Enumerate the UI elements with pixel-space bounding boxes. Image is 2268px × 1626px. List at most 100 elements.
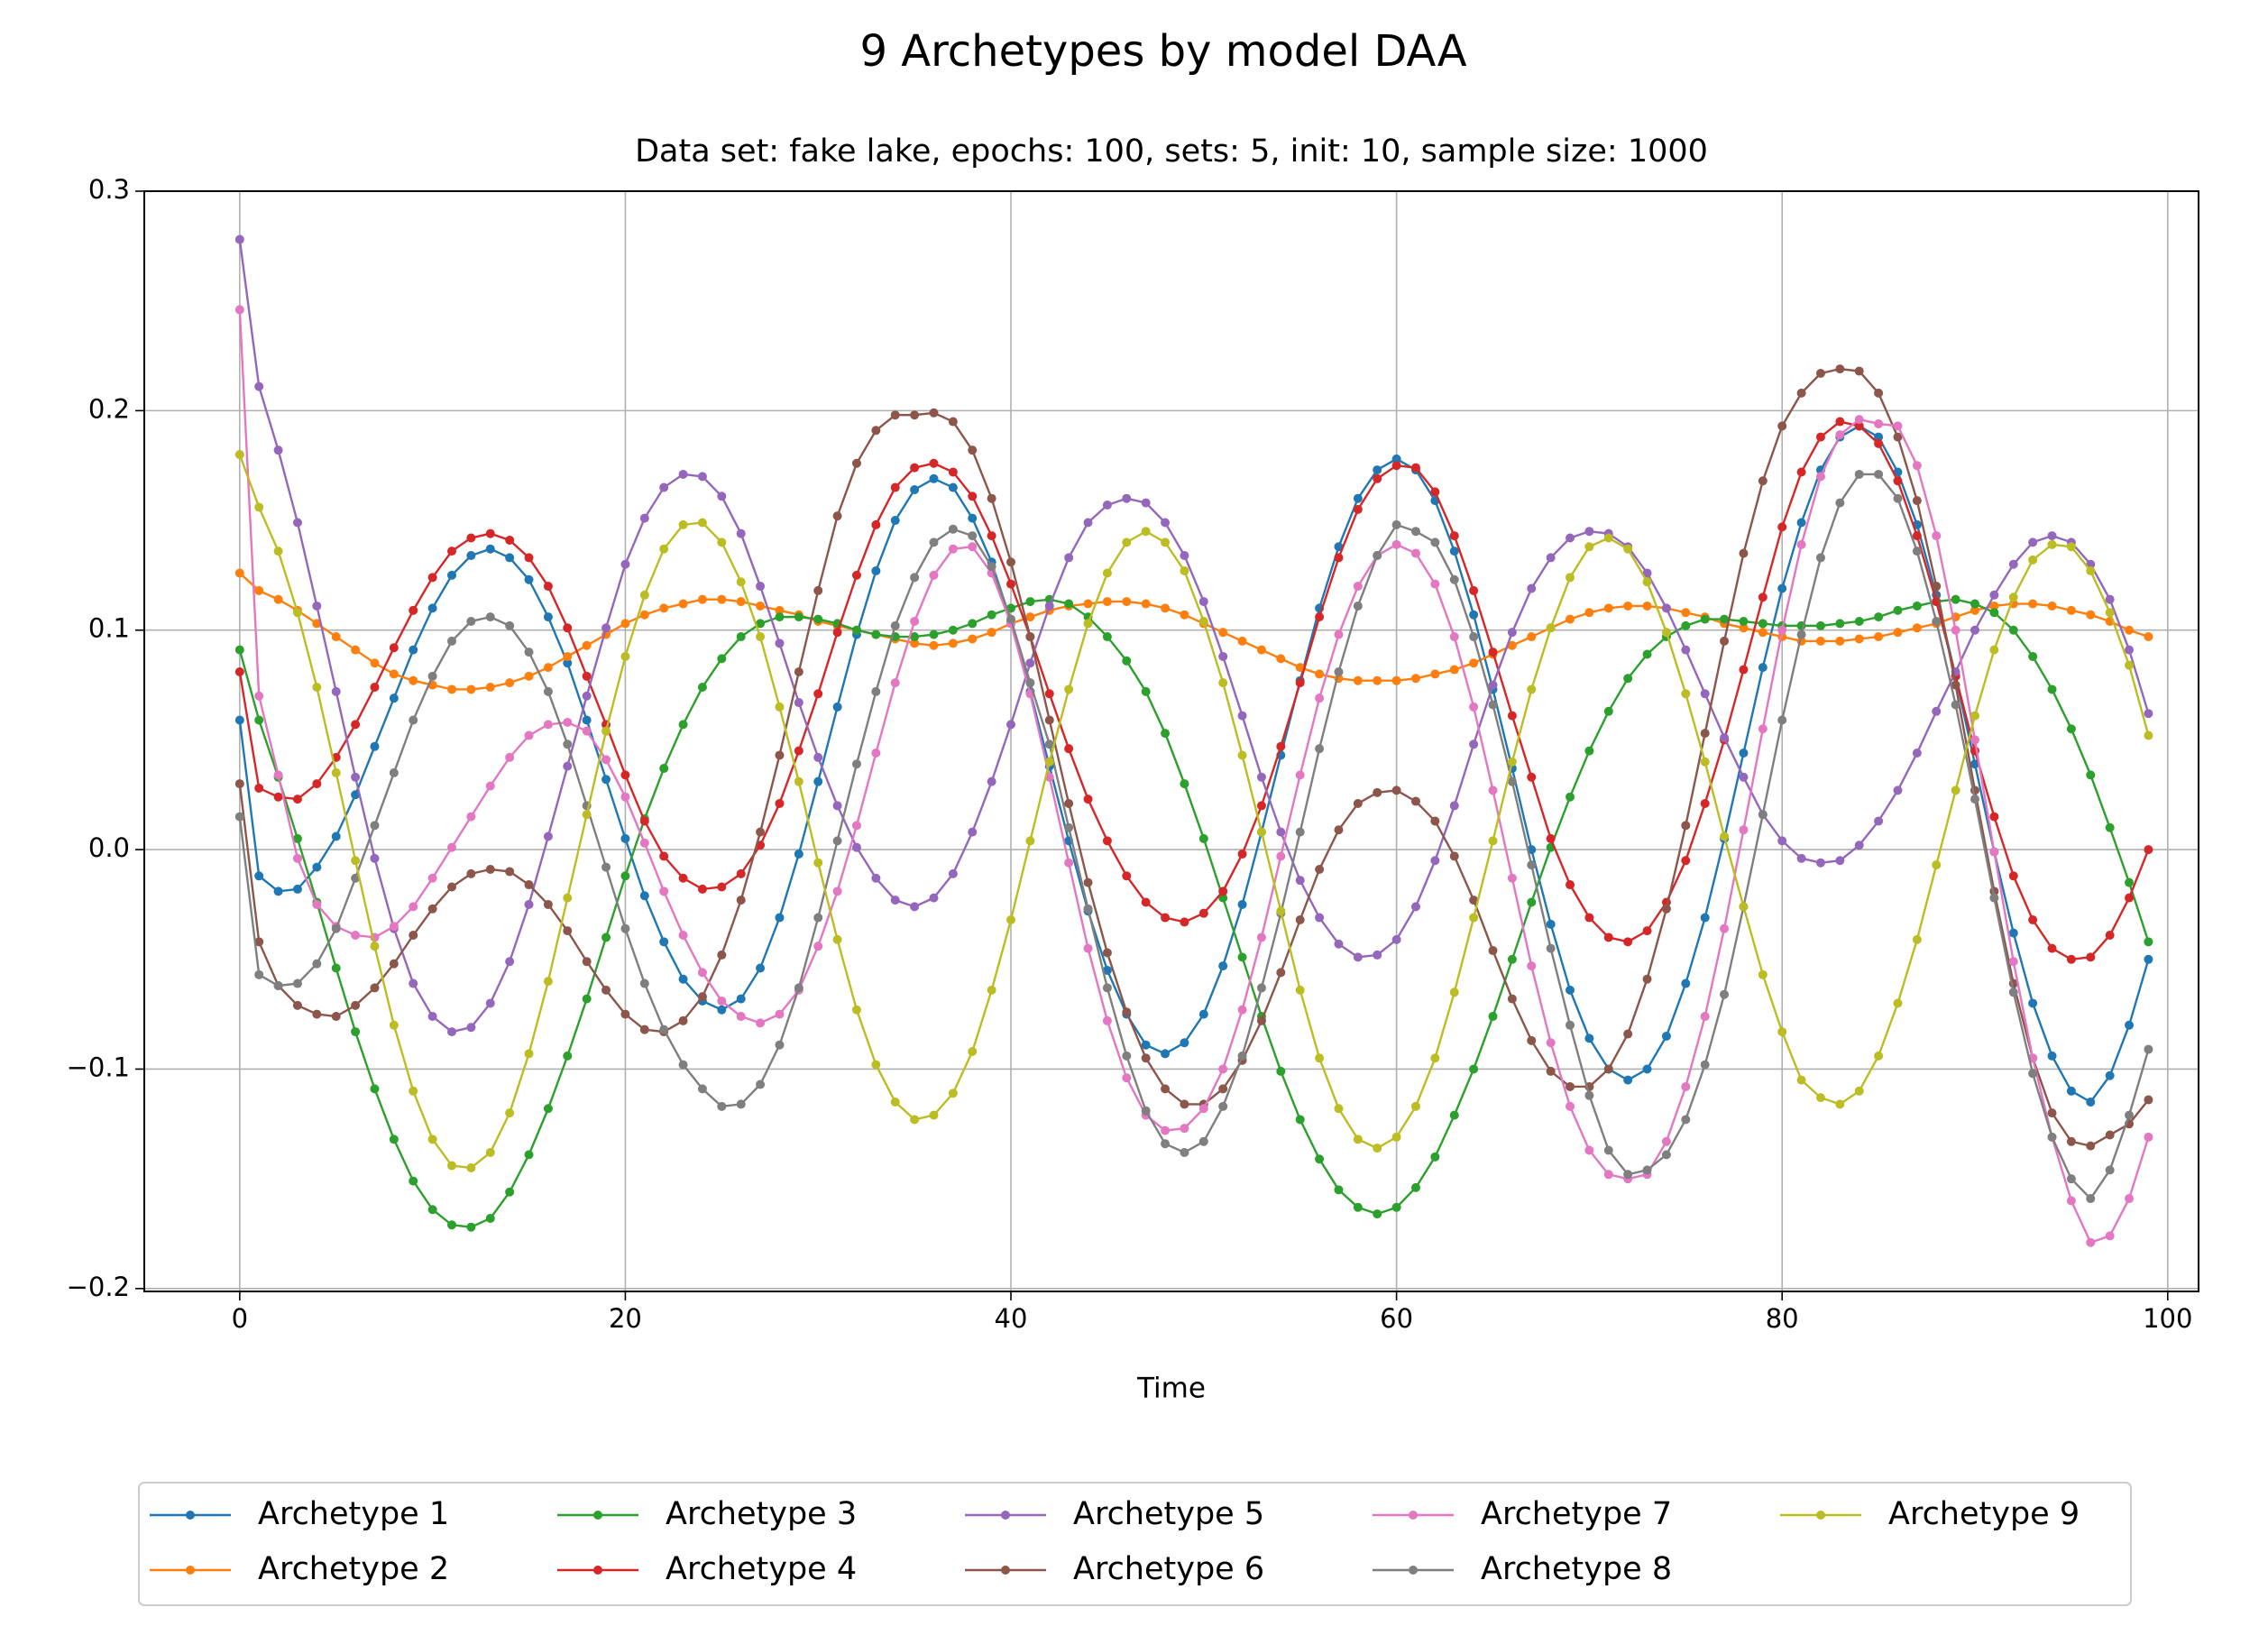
x-tick-label: 20 [609,1303,642,1334]
data-point [1122,871,1132,881]
data-point [929,408,939,418]
legend: Archetype 1 Archetype 2 Archetype 3 Archety… [150,1496,2080,1587]
data-point [254,381,264,391]
data-point [948,1089,958,1098]
data-point [234,568,244,578]
x-tick-label: 60 [1380,1303,1413,1334]
data-point [910,484,920,494]
data-point [234,779,244,789]
data-point [1720,732,1730,742]
data-point [1893,476,1903,486]
data-point [1584,1090,1594,1100]
data-point [775,1009,785,1019]
data-point [485,612,495,622]
data-point [1507,776,1517,786]
data-point [910,616,920,626]
data-point [1989,590,1999,600]
data-point [1874,1051,1884,1061]
data-point [1527,860,1537,870]
data-point [292,978,302,988]
data-point [813,858,823,868]
data-point [1989,847,1999,857]
data-point [794,666,803,676]
data-point [1912,934,1922,944]
data-point [312,601,322,611]
data-point [1932,616,1942,626]
data-point [1430,1053,1440,1063]
data-point [1584,913,1594,923]
data-point [1315,865,1325,875]
data-point [813,614,823,624]
data-point [312,619,322,629]
legend-marker [593,1566,602,1575]
data-point [273,594,283,604]
data-point [427,873,437,883]
data-point [832,511,842,521]
data-point [697,968,707,978]
y-tick-label: 0.0 [88,832,130,863]
data-point [2086,1097,2096,1107]
data-point [678,599,688,609]
data-point [447,1161,457,1171]
data-point [1854,469,1864,479]
data-point [1161,1049,1171,1059]
data-point [1083,619,1093,629]
data-point [1410,674,1420,684]
data-point [254,502,264,512]
data-point [1603,603,1613,613]
data-point [1527,632,1537,642]
data-point [1295,770,1305,780]
data-point [563,658,573,668]
data-point [1295,1115,1305,1125]
data-point [1989,645,1999,655]
y-tick-label: −0.1 [67,1052,130,1082]
data-point [929,893,939,903]
data-point [1603,1064,1613,1074]
data-point [620,833,630,843]
data-point [2125,625,2135,635]
data-point [1758,593,1768,602]
data-point [466,550,476,560]
data-point [447,842,457,852]
series-line [238,473,2150,1200]
data-point [1777,583,1787,593]
data-point [929,570,939,580]
data-point [1623,1170,1633,1180]
data-point [1874,388,1884,398]
data-point [1161,537,1171,547]
data-point [292,1000,302,1010]
data-point [543,663,553,673]
data-point [1835,417,1845,427]
data-point [1835,430,1845,440]
data-point [1161,729,1171,739]
legend-label: Archetype 6 [1073,1551,1264,1587]
data-point [639,1024,649,1034]
data-point [2047,684,2057,694]
data-point [620,651,630,661]
data-point [1527,583,1537,593]
data-point [1642,1064,1652,1074]
data-point [1488,680,1498,690]
data-point [1391,461,1401,471]
data-point [505,678,515,688]
data-point [2066,542,2076,552]
data-point [1527,684,1537,694]
data-point [1198,1104,1208,1114]
data-point [851,570,861,580]
data-point [1469,896,1479,905]
data-point [1623,937,1633,947]
y-tick-label: −0.2 [67,1272,130,1302]
data-point [1951,594,1960,604]
data-point [505,752,515,762]
data-point [1391,1132,1401,1142]
data-point [1970,735,1979,745]
data-point [1584,1033,1594,1043]
data-point [1739,825,1749,835]
data-point [756,963,766,973]
data-point [1815,620,1825,630]
data-point [1064,744,1074,754]
data-point [1758,663,1768,673]
data-point [582,671,592,681]
data-point [756,632,766,642]
